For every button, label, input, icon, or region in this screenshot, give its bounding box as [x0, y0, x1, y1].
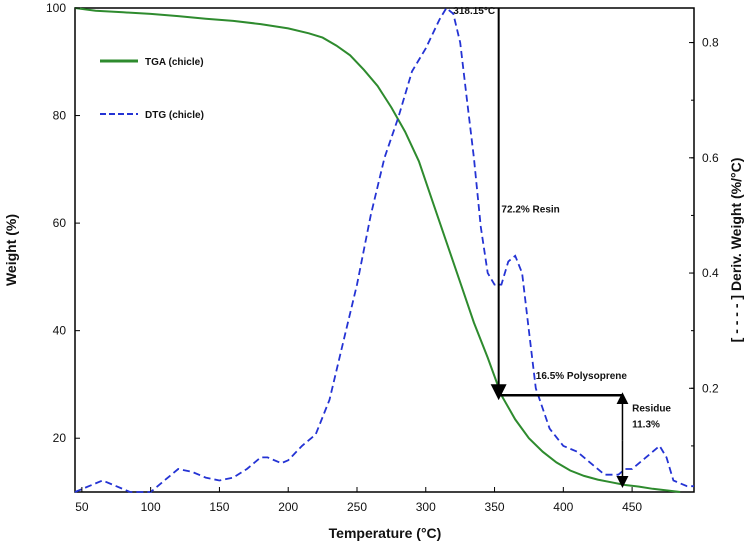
- legend-tga-label: TGA (chicle): [145, 57, 204, 68]
- dtg-series-line: [74, 6, 694, 493]
- y2-axis-title: [ - - - - ] Deriv. Weight (%/°C): [728, 158, 744, 343]
- y-tick-label: 40: [53, 324, 67, 338]
- y-axis-title: Weight (%): [3, 214, 19, 286]
- y-tick-label: 100: [46, 1, 66, 15]
- annotation-label: 318.15°C: [453, 6, 495, 17]
- x-tick-label: 150: [209, 500, 229, 514]
- annotation-label: 11.3%: [632, 419, 660, 430]
- tga-series-line: [74, 7, 681, 493]
- y2-tick-label: 0.2: [702, 381, 719, 395]
- y-tick-label: 80: [53, 109, 67, 123]
- y2-tick-label: 0.4: [702, 266, 719, 280]
- annotation-label: Residue: [632, 403, 671, 414]
- x-tick-label: 400: [553, 500, 573, 514]
- x-tick-label: 200: [278, 500, 298, 514]
- legend-dtg-label: DTG (chicle): [145, 110, 204, 121]
- x-tick-label: 300: [416, 500, 436, 514]
- legend: TGA (chicle) DTG (chicle): [100, 57, 204, 121]
- annotation-label: 16.5% Polysoprene: [536, 371, 628, 382]
- y-tick-label: 20: [53, 431, 67, 445]
- annotation-label: 72.2% Resin: [501, 204, 559, 215]
- x-tick-label: 450: [622, 500, 642, 514]
- x-tick-label: 250: [347, 500, 367, 514]
- x-axis-ticks: 50 100 150 200 250 300 350 400 450: [75, 487, 642, 514]
- y-axis-ticks: 20 40 60 80 100: [46, 1, 80, 445]
- y-tick-label: 60: [53, 216, 67, 230]
- x-tick-label: 50: [75, 500, 89, 514]
- x-axis-title: Temperature (°C): [329, 525, 442, 541]
- y2-tick-label: 0.6: [702, 151, 719, 165]
- x-tick-label: 100: [141, 500, 161, 514]
- plot-frame: [74, 7, 695, 493]
- x-tick-label: 350: [485, 500, 505, 514]
- y2-tick-label: 0.8: [702, 36, 719, 50]
- y2-axis-ticks: 0.2 0.4 0.6 0.8: [689, 36, 719, 447]
- annotations: 318.15°C 72.2% Resin 16.5% Polysoprene Resi…: [453, 6, 671, 431]
